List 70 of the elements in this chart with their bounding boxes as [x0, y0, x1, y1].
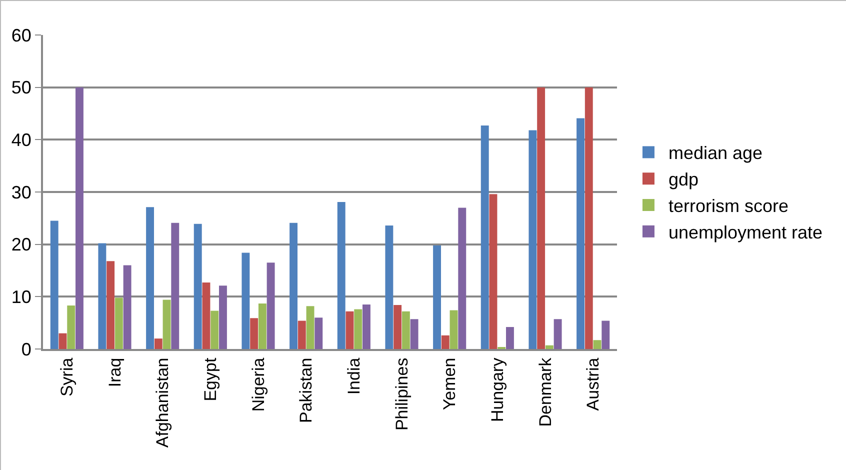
- bar: [98, 243, 106, 349]
- legend-label: unemployment rate: [668, 222, 823, 242]
- x-tick-label: Yemen: [440, 358, 460, 410]
- bar: [171, 222, 180, 349]
- legend-label: terrorism score: [668, 196, 788, 216]
- y-tick-label: 30: [11, 182, 32, 202]
- bar: [354, 309, 362, 349]
- bar: [162, 300, 171, 349]
- x-tick-label: Syria: [57, 357, 76, 397]
- bar: [489, 194, 498, 349]
- bar: [450, 310, 458, 349]
- legend-label: median age: [668, 143, 763, 164]
- bar: [402, 311, 410, 349]
- bar: [346, 311, 354, 349]
- x-tick-label: Philipines: [392, 358, 412, 431]
- bar: [458, 208, 466, 349]
- bar: [146, 207, 154, 349]
- bar: [114, 298, 123, 349]
- bar: [58, 333, 67, 349]
- bar: [67, 306, 76, 349]
- x-tick-label: Hungary: [488, 357, 507, 422]
- y-tick-label: 40: [11, 130, 32, 150]
- bar: [298, 320, 306, 349]
- bar: [50, 220, 58, 349]
- x-tick-label: Denmark: [536, 357, 555, 427]
- bar: [194, 224, 202, 349]
- bar: [385, 225, 394, 349]
- bar: [593, 340, 602, 349]
- bar: [584, 87, 593, 349]
- x-tick-label: Nigeria: [248, 357, 268, 412]
- bar: [362, 304, 370, 349]
- bar: [306, 306, 314, 349]
- y-tick-label: 60: [11, 25, 32, 46]
- bar: [545, 345, 554, 349]
- y-tick-label: 20: [11, 234, 32, 255]
- x-tick-label: Pakistan: [296, 358, 316, 424]
- bar: [394, 305, 402, 349]
- bar: [506, 327, 514, 349]
- y-tick-label: 10: [11, 286, 32, 307]
- bar: [106, 261, 115, 349]
- bar: [537, 87, 546, 349]
- x-tick-label: Austria: [584, 357, 603, 411]
- bar: [202, 282, 210, 349]
- bar: [242, 252, 250, 349]
- bar: [554, 319, 562, 349]
- bar: [290, 222, 298, 349]
- bar: [410, 319, 418, 349]
- bar: [441, 335, 450, 349]
- bar: [266, 262, 275, 349]
- bar: [258, 303, 266, 349]
- bar: [219, 286, 227, 349]
- bar: [337, 202, 346, 349]
- y-tick-label: 50: [11, 78, 32, 98]
- bar: [123, 265, 132, 349]
- x-tick-label: Egypt: [200, 358, 220, 402]
- bar: [314, 318, 323, 349]
- bar: [250, 318, 258, 349]
- bar: [154, 338, 162, 349]
- y-tick-label: 0: [21, 339, 32, 360]
- bar: [480, 126, 489, 349]
- bar: [576, 118, 584, 349]
- bar: [210, 310, 219, 349]
- bar: [76, 87, 84, 349]
- x-tick-label: Iraq: [105, 358, 124, 388]
- x-tick-label: India: [344, 357, 364, 395]
- bar: [602, 320, 610, 349]
- legend-label: gdp: [668, 170, 699, 190]
- bar: [433, 245, 441, 349]
- x-tick-label: Afghanistan: [153, 358, 172, 448]
- bar: [528, 130, 537, 349]
